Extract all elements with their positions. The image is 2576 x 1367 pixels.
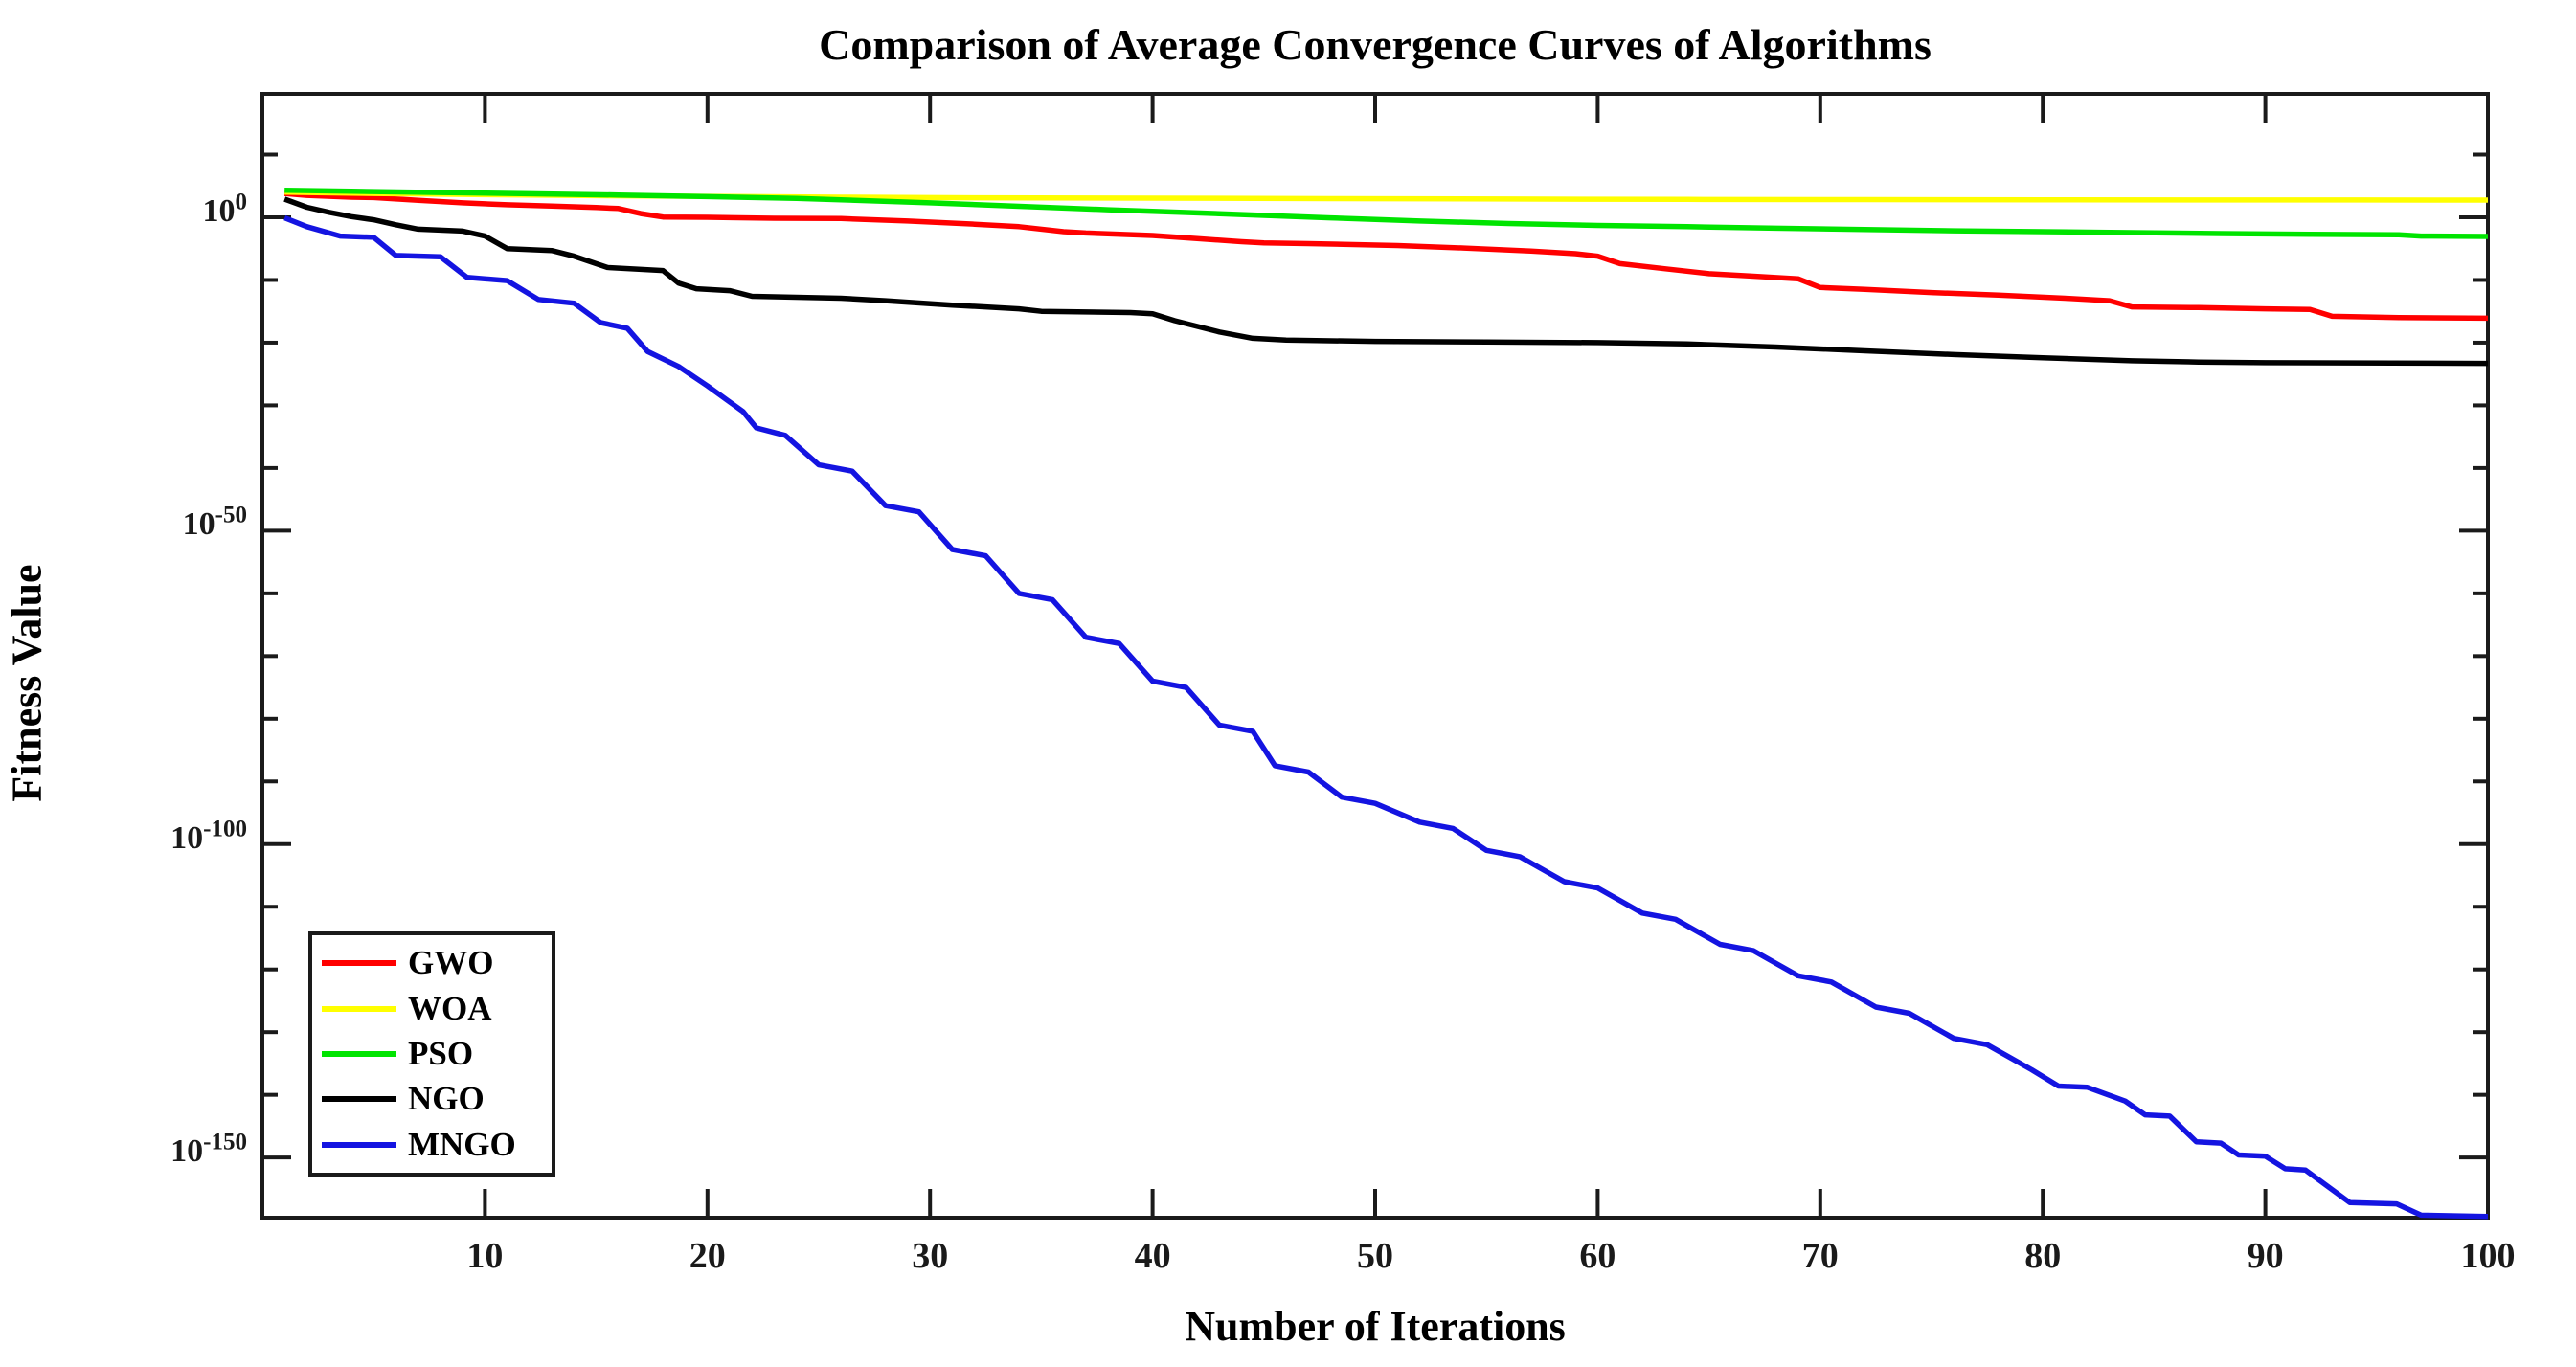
- legend-item-NGO[interactable]: NGO: [322, 1078, 552, 1120]
- x-tick-label-40: 40: [1134, 1236, 1171, 1276]
- y-tick-label-1e-50: 10-50: [182, 503, 247, 543]
- y-tick-label-1e-100: 10-100: [170, 816, 247, 856]
- y-axis-label: Fitness Value: [3, 564, 51, 802]
- curve-NGO: [283, 196, 2489, 367]
- legend-item-PSO[interactable]: PSO: [322, 1033, 552, 1075]
- legend-line-sample-NGO: [322, 1096, 396, 1103]
- legend-line-sample-GWO: [322, 960, 396, 967]
- curve-MNGO: [283, 215, 2489, 1220]
- legend-line-sample-MNGO: [322, 1141, 396, 1148]
- legend-item-WOA[interactable]: WOA: [322, 988, 552, 1030]
- curve-GWO: [283, 190, 2489, 322]
- x-tick-label-30: 30: [912, 1236, 949, 1276]
- legend-line-sample-WOA: [322, 1005, 396, 1012]
- x-tick-label-20: 20: [689, 1236, 726, 1276]
- legend-label-WOA: WOA: [408, 989, 492, 1027]
- x-tick-label-10: 10: [466, 1236, 504, 1276]
- legend-label-NGO: NGO: [408, 1080, 485, 1118]
- curve-PSO: [284, 188, 2489, 239]
- y-tick-label-1e0: 100: [202, 189, 248, 229]
- legend-item-GWO[interactable]: GWO: [322, 942, 552, 984]
- x-tick-label-100: 100: [2460, 1236, 2516, 1276]
- legend-line-sample-PSO: [322, 1050, 396, 1057]
- chart-title: Comparison of Average Convergence Curves…: [819, 20, 1932, 69]
- legend-box[interactable]: GWO WOA PSO NGO MNGO: [308, 931, 555, 1177]
- legend-label-PSO: PSO: [408, 1034, 474, 1072]
- x-tick-label-80: 80: [2024, 1236, 2062, 1276]
- legend-label-GWO: GWO: [408, 944, 494, 982]
- legend-label-MNGO: MNGO: [408, 1125, 516, 1163]
- legend-item-MNGO[interactable]: MNGO: [322, 1124, 552, 1166]
- x-tick-label-90: 90: [2247, 1236, 2284, 1276]
- x-tick-label-60: 60: [1579, 1236, 1616, 1276]
- y-tick-label-1e-150: 10-150: [170, 1129, 247, 1170]
- x-tick-label-70: 70: [1801, 1236, 1839, 1276]
- x-axis-label: Number of Iterations: [1185, 1303, 1566, 1350]
- x-tick-label-50: 50: [1357, 1236, 1393, 1276]
